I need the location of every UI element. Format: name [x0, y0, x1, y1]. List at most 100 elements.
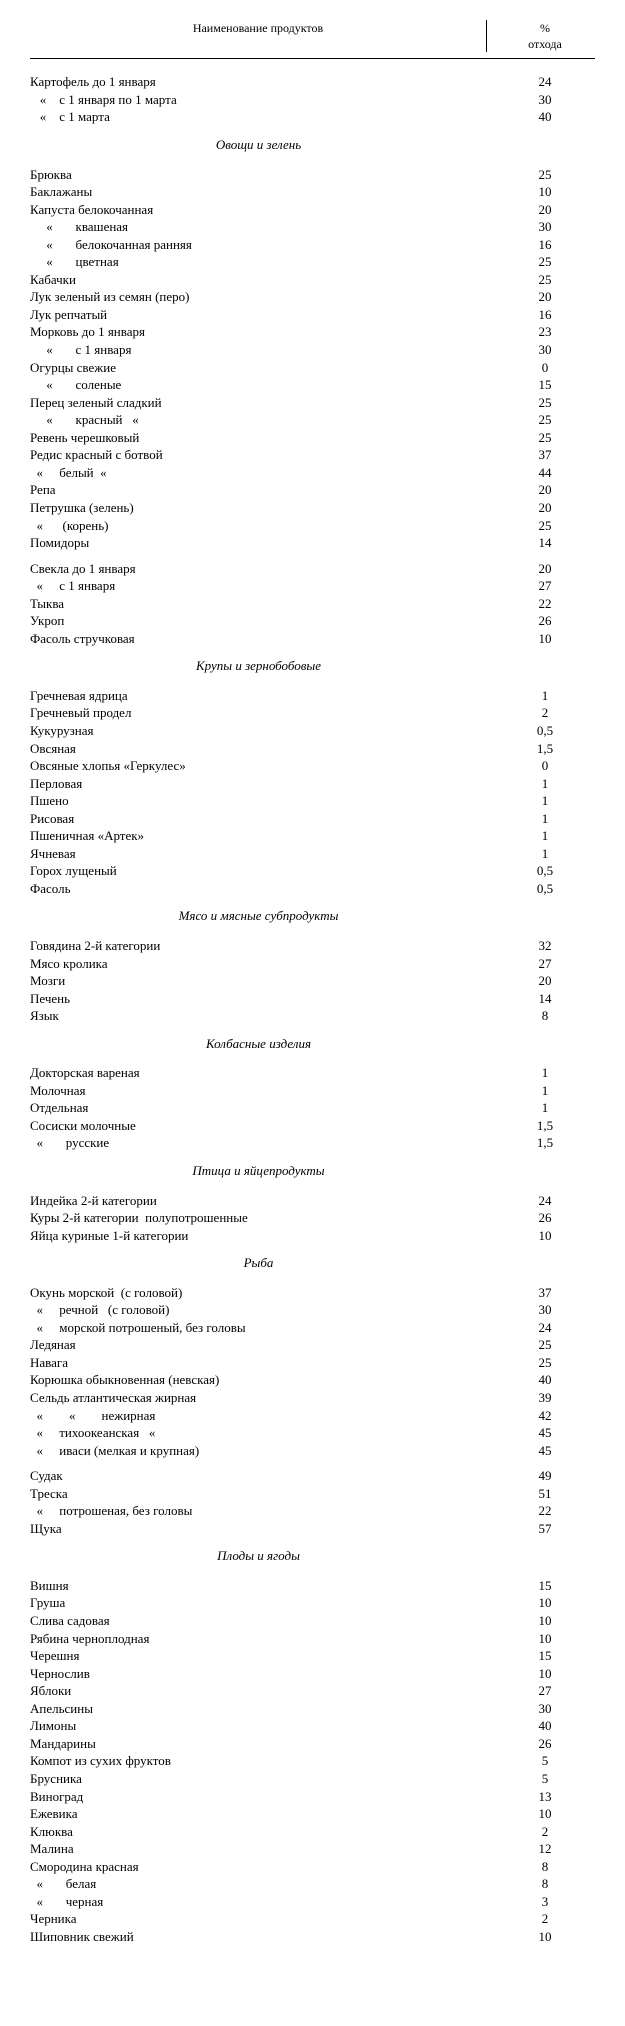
product-percent: 14	[487, 990, 595, 1008]
product-percent: 57	[487, 1520, 595, 1538]
table-row: Баклажаны10	[30, 183, 595, 201]
product-percent: 10	[487, 630, 595, 648]
product-name: Ежевика	[30, 1805, 487, 1823]
product-percent: 1,5	[487, 1134, 595, 1152]
table-row: Свекла до 1 января20	[30, 560, 595, 578]
product-percent: 40	[487, 1717, 595, 1735]
product-percent: 30	[487, 1700, 595, 1718]
column-header-name: Наименование продуктов	[30, 20, 486, 52]
product-percent: 40	[487, 1371, 595, 1389]
product-percent: 1	[487, 1082, 595, 1100]
product-name: « красный «	[30, 411, 487, 429]
product-percent: 0,5	[487, 880, 595, 898]
spacer	[30, 1276, 595, 1284]
product-name: Репа	[30, 481, 487, 499]
product-percent: 1	[487, 1099, 595, 1117]
product-name: Груша	[30, 1594, 487, 1612]
table-row: Печень14	[30, 990, 595, 1008]
table-row: Перец зеленый сладкий25	[30, 394, 595, 412]
table-row: Рисовая1	[30, 810, 595, 828]
table-row: « с 1 марта40	[30, 108, 595, 126]
product-percent: 10	[487, 1612, 595, 1630]
table-row: Гречневый продел2	[30, 704, 595, 722]
table-row: « (корень)25	[30, 517, 595, 535]
product-name: Мясо кролика	[30, 955, 487, 973]
product-name: Гречневая ядрица	[30, 687, 487, 705]
table-row: Пшено1	[30, 792, 595, 810]
product-name: Сельдь атлантическая жирная	[30, 1389, 487, 1407]
product-percent: 2	[487, 704, 595, 722]
product-percent: 44	[487, 464, 595, 482]
product-percent: 10	[487, 1594, 595, 1612]
table-row: Фасоль0,5	[30, 880, 595, 898]
table-row: Черешня15	[30, 1647, 595, 1665]
section-heading: Плоды и ягоды	[30, 1547, 595, 1565]
product-percent: 37	[487, 446, 595, 464]
product-name: « белый «	[30, 464, 487, 482]
spacer	[30, 679, 595, 687]
table-row: Яйца куриные 1-й категории10	[30, 1227, 595, 1245]
spacer	[30, 158, 595, 166]
column-header-percent-line2: отхода	[528, 37, 562, 51]
product-name: Лук репчатый	[30, 306, 487, 324]
product-percent: 25	[487, 394, 595, 412]
product-name: Молочная	[30, 1082, 487, 1100]
product-percent: 25	[487, 253, 595, 271]
table-row: « цветная25	[30, 253, 595, 271]
section-title: Птица и яйцепродукты	[30, 1162, 487, 1180]
product-name: Огурцы свежие	[30, 359, 487, 377]
product-name: Помидоры	[30, 534, 487, 552]
product-name: Капуста белокочанная	[30, 201, 487, 219]
product-name: « с 1 января по 1 марта	[30, 91, 487, 109]
table-row: Морковь до 1 января23	[30, 323, 595, 341]
table-row: Говядина 2-й категории32	[30, 937, 595, 955]
table-row: Кукурузная0,5	[30, 722, 595, 740]
table-row: Редис красный с ботвой37	[30, 446, 595, 464]
product-percent: 16	[487, 306, 595, 324]
table-row: Черника2	[30, 1910, 595, 1928]
table-row: Груша10	[30, 1594, 595, 1612]
section-heading: Крупы и зернобобовые	[30, 657, 595, 675]
table-row: Куры 2-й категории полупотрошенные26	[30, 1209, 595, 1227]
product-percent: 20	[487, 972, 595, 990]
product-percent: 25	[487, 411, 595, 429]
product-name: Корюшка обыкновенная (невская)	[30, 1371, 487, 1389]
product-percent: 20	[487, 481, 595, 499]
product-percent: 30	[487, 1301, 595, 1319]
product-percent: 26	[487, 612, 595, 630]
product-name: Свекла до 1 января	[30, 560, 487, 578]
product-name: Лук зеленый из семян (перо)	[30, 288, 487, 306]
product-name: Горох лущеный	[30, 862, 487, 880]
table-row: Докторская вареная1	[30, 1064, 595, 1082]
product-name: Окунь морской (с головой)	[30, 1284, 487, 1302]
product-percent: 1,5	[487, 740, 595, 758]
table-row: Ледяная25	[30, 1336, 595, 1354]
table-row: Окунь морской (с головой)37	[30, 1284, 595, 1302]
section-title: Овощи и зелень	[30, 136, 487, 154]
table-row: Язык8	[30, 1007, 595, 1025]
table-row: Щука57	[30, 1520, 595, 1538]
product-percent: 39	[487, 1389, 595, 1407]
product-percent: 37	[487, 1284, 595, 1302]
table-row: Перловая1	[30, 775, 595, 793]
table-row: « белокочанная ранняя16	[30, 236, 595, 254]
section-pct-blank	[487, 1547, 595, 1565]
product-percent: 0,5	[487, 722, 595, 740]
product-percent: 10	[487, 1630, 595, 1648]
product-percent: 25	[487, 166, 595, 184]
spacer	[30, 1459, 595, 1467]
product-percent: 42	[487, 1407, 595, 1425]
product-percent: 22	[487, 1502, 595, 1520]
product-percent: 30	[487, 91, 595, 109]
product-name: « морской потрошеный, без головы	[30, 1319, 487, 1337]
product-percent: 20	[487, 499, 595, 517]
product-percent: 24	[487, 1192, 595, 1210]
product-name: Яйца куриные 1-й категории	[30, 1227, 487, 1245]
product-name: Треска	[30, 1485, 487, 1503]
table-row: Компот из сухих фруктов5	[30, 1752, 595, 1770]
table-row: Сосиски молочные1,5	[30, 1117, 595, 1135]
product-name: « с 1 марта	[30, 108, 487, 126]
section-heading: Птица и яйцепродукты	[30, 1162, 595, 1180]
table-row: Лимоны40	[30, 1717, 595, 1735]
table-row: « тихоокеанская «45	[30, 1424, 595, 1442]
